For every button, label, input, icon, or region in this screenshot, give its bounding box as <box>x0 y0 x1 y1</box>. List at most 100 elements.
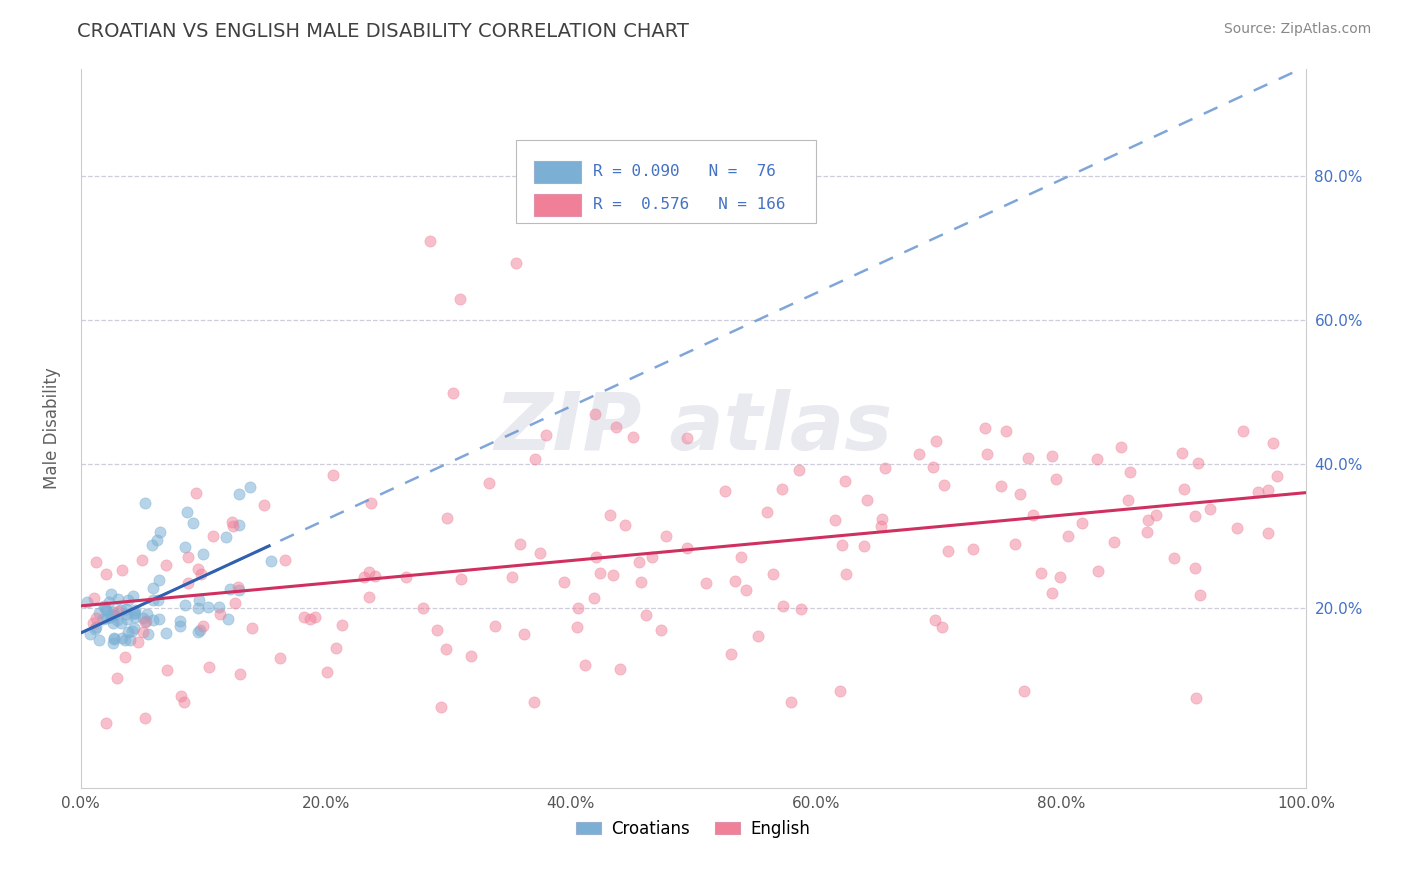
Point <box>419 234 441 248</box>
Point <box>184 486 207 500</box>
Point <box>124 606 146 620</box>
Point <box>995 424 1018 438</box>
Point <box>1257 525 1279 540</box>
Point <box>1004 537 1026 551</box>
Point <box>105 613 128 627</box>
Point <box>824 513 846 527</box>
Point <box>1226 521 1249 535</box>
Point <box>1109 440 1132 454</box>
Point <box>228 487 250 501</box>
Point <box>1012 683 1035 698</box>
Point <box>110 615 132 630</box>
Point <box>132 624 155 639</box>
Point <box>634 608 657 623</box>
Point <box>536 428 558 442</box>
Point <box>589 566 612 580</box>
Point <box>614 518 637 533</box>
Point <box>1045 472 1067 486</box>
Point <box>1085 452 1108 467</box>
Point <box>1189 589 1212 603</box>
Point <box>1087 564 1109 578</box>
Point <box>434 642 457 657</box>
Point <box>449 292 471 306</box>
Point <box>1031 566 1053 580</box>
Point <box>505 256 527 270</box>
Point <box>136 627 159 641</box>
Point <box>938 544 960 558</box>
Point <box>292 609 315 624</box>
Point <box>332 617 354 632</box>
Point <box>1265 468 1288 483</box>
Point <box>93 599 115 613</box>
Point <box>359 590 381 604</box>
Point <box>1144 508 1167 522</box>
Point <box>734 583 756 598</box>
Point <box>1171 445 1194 459</box>
Point <box>148 612 170 626</box>
Point <box>155 558 177 573</box>
Point <box>780 694 803 708</box>
Point <box>675 430 697 444</box>
Point <box>412 600 434 615</box>
Point <box>142 581 165 595</box>
Point <box>94 600 117 615</box>
Point <box>835 567 858 582</box>
Point <box>124 606 146 620</box>
Text: R =  0.576   N = 166: R = 0.576 N = 166 <box>593 197 786 211</box>
Point <box>100 587 122 601</box>
Point <box>574 657 596 672</box>
Point <box>478 476 501 491</box>
Point <box>229 667 252 681</box>
Point <box>1049 570 1071 584</box>
Point <box>111 631 134 645</box>
Point <box>789 602 811 616</box>
Point <box>124 609 146 624</box>
FancyBboxPatch shape <box>516 140 815 223</box>
Point <box>187 562 209 576</box>
Point <box>110 602 132 616</box>
Point <box>111 563 134 577</box>
Point <box>103 631 125 645</box>
Point <box>124 603 146 617</box>
Point <box>190 566 212 581</box>
Point <box>1040 449 1063 463</box>
Point <box>115 607 138 622</box>
Point <box>1017 450 1039 465</box>
Point <box>1184 690 1206 705</box>
Point <box>228 517 250 532</box>
Point <box>394 570 416 584</box>
Point <box>84 620 107 634</box>
Point <box>105 671 128 685</box>
Y-axis label: Male Disability: Male Disability <box>44 368 60 489</box>
Point <box>831 538 853 552</box>
Point <box>121 624 143 639</box>
Point <box>641 550 664 565</box>
Point <box>114 602 136 616</box>
Point <box>173 695 195 709</box>
Point <box>142 593 165 607</box>
Point <box>501 570 523 584</box>
Point <box>509 537 531 551</box>
Point <box>322 468 344 483</box>
Point <box>127 635 149 649</box>
Point <box>567 601 589 615</box>
Point <box>1040 586 1063 600</box>
Point <box>529 546 551 560</box>
Text: Source: ZipAtlas.com: Source: ZipAtlas.com <box>1223 22 1371 37</box>
Point <box>76 595 98 609</box>
Point <box>695 575 717 590</box>
Point <box>853 540 876 554</box>
Point <box>170 690 193 704</box>
Point <box>484 619 506 633</box>
Point <box>134 615 156 629</box>
Point <box>523 451 546 466</box>
Point <box>89 632 111 647</box>
Point <box>107 604 129 618</box>
Point <box>107 592 129 607</box>
Point <box>93 612 115 626</box>
Point <box>221 516 243 530</box>
Point <box>583 407 606 421</box>
Point <box>512 626 534 640</box>
Point <box>259 554 281 568</box>
Point <box>96 611 118 625</box>
